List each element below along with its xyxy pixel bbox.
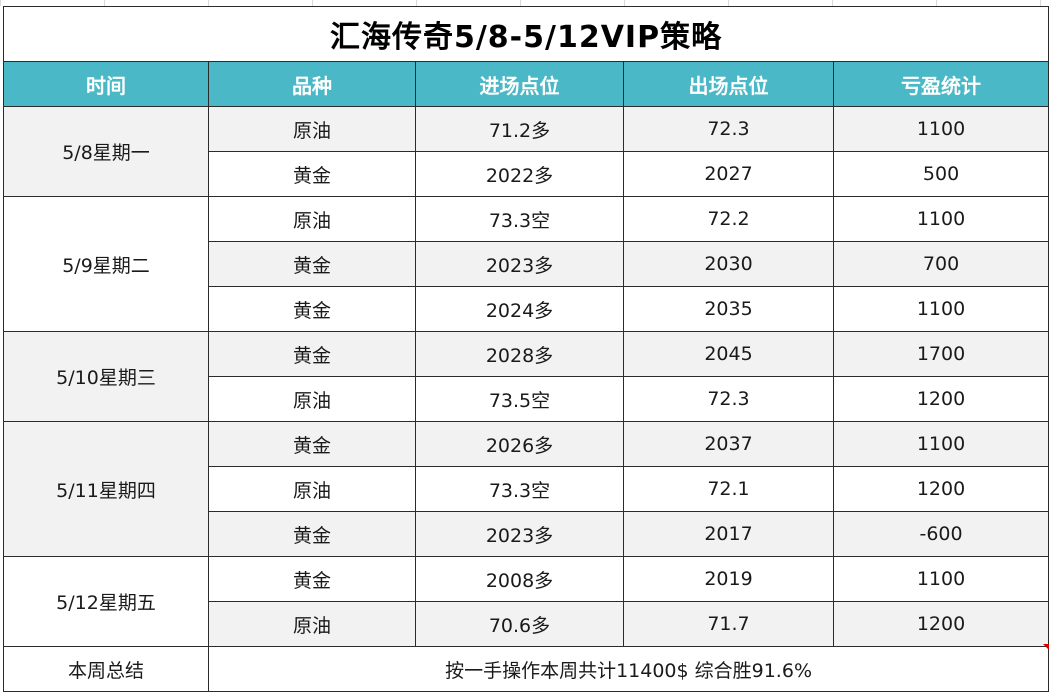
table-row: 黄金 2023多 2030 700: [4, 241, 1050, 287]
header-entry[interactable]: 进场点位: [415, 61, 624, 107]
entry-cell[interactable]: 73.3空: [415, 466, 624, 512]
exit-cell[interactable]: 2017: [623, 511, 834, 557]
header-product[interactable]: 品种: [208, 61, 416, 107]
product-cell[interactable]: 黄金: [208, 511, 416, 557]
entry-cell[interactable]: 2026多: [415, 421, 624, 467]
exit-cell[interactable]: 2027: [623, 151, 834, 197]
entry-cell[interactable]: 73.5空: [415, 376, 624, 422]
table-row: 5/12星期五 黄金 2008多 2019 1100: [3, 556, 1050, 647]
product-cell[interactable]: 原油: [208, 601, 416, 647]
sheet-gridlines: [0, 0, 1051, 6]
exit-cell[interactable]: 2035: [623, 286, 834, 332]
entry-cell[interactable]: 73.3空: [415, 196, 624, 242]
pnl-cell[interactable]: 1200: [832, 376, 1050, 422]
entry-cell[interactable]: 2022多: [415, 151, 624, 197]
entry-cell[interactable]: 70.6多: [415, 601, 624, 647]
header-pnl[interactable]: 亏盈统计: [832, 61, 1050, 107]
table-row: 黄金 2023多 2017 -600: [4, 511, 1050, 557]
date-cell[interactable]: 5/9星期二: [3, 196, 209, 332]
pnl-cell[interactable]: 700: [832, 241, 1050, 287]
product-cell[interactable]: 原油: [208, 466, 416, 512]
table-row: 原油 73.3空 72.1 1200: [4, 466, 1050, 512]
product-cell[interactable]: 黄金: [208, 286, 416, 332]
exit-cell[interactable]: 72.3: [623, 106, 834, 152]
pnl-cell[interactable]: 1200: [832, 601, 1050, 647]
pnl-cell[interactable]: 1100: [832, 286, 1050, 332]
header-row: 时间 品种 进场点位 出场点位 亏盈统计: [3, 61, 1050, 107]
summary-row: 本周总结 按一手操作本周共计11400$ 综合胜91.6%: [3, 646, 1050, 692]
exit-cell[interactable]: 72.2: [623, 196, 834, 242]
table-row: 5/10星期三 黄金 2028多 2045 1700: [3, 331, 1050, 422]
pnl-cell[interactable]: 1100: [832, 421, 1050, 467]
exit-cell[interactable]: 71.7: [623, 601, 834, 647]
pnl-cell[interactable]: 1200: [832, 466, 1050, 512]
table-row: 原油 70.6多 71.7 1200: [4, 601, 1050, 647]
table-row: 黄金 2022多 2027 500: [4, 151, 1050, 197]
pnl-cell[interactable]: -600: [832, 511, 1050, 557]
product-cell[interactable]: 原油: [208, 196, 416, 242]
summary-label[interactable]: 本周总结: [3, 646, 209, 692]
entry-cell[interactable]: 2023多: [415, 511, 624, 557]
table-row: 5/8星期一 原油 71.2多 72.3 1100: [3, 106, 1050, 197]
exit-cell[interactable]: 72.1: [623, 466, 834, 512]
date-cell[interactable]: 5/8星期一: [3, 106, 209, 197]
table-row: 5/9星期二 原油 73.3空 72.2 1100: [3, 196, 1050, 332]
table-row: 5/11星期四 黄金 2026多 2037 1100: [3, 421, 1050, 557]
table-row: 原油 73.5空 72.3 1200: [4, 376, 1050, 422]
date-cell[interactable]: 5/12星期五: [3, 556, 209, 647]
date-cell[interactable]: 5/11星期四: [3, 421, 209, 557]
exit-cell[interactable]: 2037: [623, 421, 834, 467]
product-cell[interactable]: 黄金: [208, 151, 416, 197]
entry-cell[interactable]: 2023多: [415, 241, 624, 287]
product-cell[interactable]: 黄金: [208, 241, 416, 287]
table-title[interactable]: 汇海传奇5/8-5/12VIP策略: [2, 6, 1050, 62]
product-cell[interactable]: 原油: [208, 376, 416, 422]
product-cell[interactable]: 黄金: [208, 556, 416, 602]
pnl-cell[interactable]: 1100: [832, 196, 1050, 242]
entry-cell[interactable]: 71.2多: [415, 106, 624, 152]
pnl-cell[interactable]: 500: [832, 151, 1050, 197]
entry-cell[interactable]: 2028多: [415, 331, 624, 377]
product-cell[interactable]: 黄金: [208, 331, 416, 377]
pnl-cell[interactable]: 1100: [832, 556, 1050, 602]
entry-cell[interactable]: 2008多: [415, 556, 624, 602]
exit-cell[interactable]: 2019: [623, 556, 834, 602]
date-cell[interactable]: 5/10星期三: [3, 331, 209, 422]
product-cell[interactable]: 黄金: [208, 421, 416, 467]
strategy-table: 汇海传奇5/8-5/12VIP策略 时间 品种 进场点位 出场点位 亏盈统计 5…: [2, 6, 1050, 692]
header-time[interactable]: 时间: [3, 61, 209, 107]
entry-cell[interactable]: 2024多: [415, 286, 624, 332]
header-exit[interactable]: 出场点位: [623, 61, 834, 107]
exit-cell[interactable]: 72.3: [623, 376, 834, 422]
pnl-cell[interactable]: 1700: [832, 331, 1050, 377]
pnl-cell[interactable]: 1100: [832, 106, 1050, 152]
exit-cell[interactable]: 2045: [623, 331, 834, 377]
exit-cell[interactable]: 2030: [623, 241, 834, 287]
summary-text[interactable]: 按一手操作本周共计11400$ 综合胜91.6%: [207, 646, 1050, 692]
comment-indicator-icon: [1043, 644, 1049, 650]
product-cell[interactable]: 原油: [208, 106, 416, 152]
